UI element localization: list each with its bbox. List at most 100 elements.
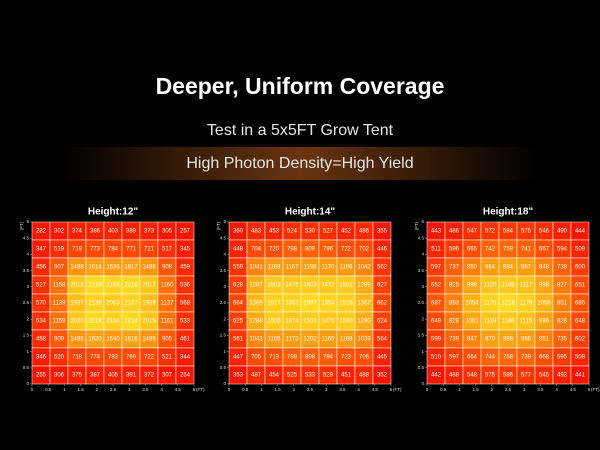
heat-cell bbox=[570, 365, 590, 385]
cell-value: 568 bbox=[180, 301, 191, 307]
cell-value: 1198 bbox=[304, 265, 318, 271]
cell-value: 575 bbox=[485, 373, 496, 379]
cell-value: 254 bbox=[180, 373, 191, 379]
cell-value: 742 bbox=[485, 247, 496, 253]
cell-value: 704 bbox=[251, 247, 262, 253]
cell-value: 625 bbox=[233, 319, 244, 325]
cell-value: 1056 bbox=[537, 301, 551, 307]
cell-value: 998 bbox=[539, 283, 550, 289]
cell-value: 784 bbox=[108, 247, 119, 253]
panel-title: Height:14" bbox=[285, 207, 336, 218]
y-tick-label: 1.5 bbox=[23, 333, 30, 338]
cell-value: 705 bbox=[251, 355, 262, 361]
cell-value: 2020 bbox=[70, 319, 84, 325]
x-tick-label: 3.5 bbox=[537, 387, 544, 392]
cell-value: 825 bbox=[449, 283, 460, 289]
cell-value: 1937 bbox=[70, 301, 84, 307]
cell-value: 575 bbox=[521, 229, 532, 235]
cell-value: 771 bbox=[126, 247, 137, 253]
cell-value: 2218 bbox=[88, 319, 102, 325]
x-tick-label: 0 bbox=[31, 387, 34, 392]
cell-value: 1474 bbox=[285, 319, 299, 325]
x-tick-label: 4 bbox=[555, 387, 558, 392]
x-tick-label: 2.5 bbox=[110, 387, 117, 392]
cell-value: 443 bbox=[431, 229, 442, 235]
cell-value: 2137 bbox=[124, 301, 138, 307]
cell-value: 662 bbox=[377, 301, 388, 307]
panel-title: Height:12" bbox=[88, 207, 139, 218]
cell-value: 1597 bbox=[303, 301, 317, 307]
cell-value: 759 bbox=[503, 247, 514, 253]
cell-value: 718 bbox=[72, 355, 83, 361]
cell-value: 533 bbox=[305, 373, 316, 379]
cell-value: 2166 bbox=[106, 283, 120, 289]
x-tick-label: 1 bbox=[63, 387, 66, 392]
cell-value: 1218 bbox=[501, 301, 515, 307]
x-axis-label: (FT) bbox=[393, 387, 402, 392]
cell-value: 1552 bbox=[285, 301, 299, 307]
cell-value: 1290 bbox=[357, 319, 371, 325]
y-tick-label: 0.5 bbox=[23, 365, 30, 370]
x-tick-label: 3 bbox=[325, 387, 328, 392]
y-tick-label: 2.5 bbox=[418, 300, 425, 305]
cell-value: 1540 bbox=[106, 337, 120, 343]
y-tick-label: 1 bbox=[223, 349, 226, 354]
cell-value: 545 bbox=[539, 373, 550, 379]
cell-value: 739 bbox=[521, 355, 532, 361]
y-tick-label: 5 bbox=[223, 219, 226, 224]
x-axis-label: (FT) bbox=[591, 387, 600, 392]
cell-value: 519 bbox=[54, 247, 65, 253]
cell-value: 847 bbox=[467, 337, 478, 343]
cell-value: 1001 bbox=[465, 319, 479, 325]
cell-value: 386 bbox=[90, 229, 101, 235]
x-tick-label: 4 bbox=[160, 387, 163, 392]
cell-value: 1616 bbox=[124, 337, 138, 343]
cell-value: 2216 bbox=[124, 283, 138, 289]
cell-value: 1472 bbox=[321, 283, 335, 289]
cell-value: 374 bbox=[72, 229, 83, 235]
cell-value: 1167 bbox=[286, 265, 300, 271]
y-tick-label: 0 bbox=[26, 381, 29, 386]
cell-value: 1161 bbox=[161, 319, 175, 325]
cell-value: 687 bbox=[431, 301, 442, 307]
cell-value: 524 bbox=[287, 229, 298, 235]
cell-value: 520 bbox=[54, 355, 65, 361]
x-tick-label: 3.5 bbox=[142, 387, 149, 392]
cell-value: 651 bbox=[575, 283, 586, 289]
cell-value: 302 bbox=[54, 229, 65, 235]
cell-value: 1169 bbox=[322, 337, 336, 343]
y-tick-label: 3.5 bbox=[23, 268, 30, 273]
cell-value: 572 bbox=[485, 229, 496, 235]
cell-value: 442 bbox=[431, 373, 442, 379]
y-tick-label: 5 bbox=[26, 219, 29, 224]
cell-value: 403 bbox=[108, 229, 119, 235]
y-tick-label: 4.5 bbox=[23, 235, 30, 240]
cell-value: 345 bbox=[180, 247, 191, 253]
cell-value: 909 bbox=[54, 337, 65, 343]
cell-value: 282 bbox=[36, 229, 47, 235]
cell-value: 702 bbox=[359, 247, 370, 253]
cell-value: 525 bbox=[287, 373, 298, 379]
cell-value: 1042 bbox=[357, 265, 371, 271]
cell-value: 456 bbox=[36, 265, 47, 271]
cell-value: 1500 bbox=[339, 319, 353, 325]
cell-value: 2214 bbox=[124, 319, 138, 325]
cell-value: 305 bbox=[162, 229, 173, 235]
cell-value: 547 bbox=[467, 229, 478, 235]
cell-value: 352 bbox=[377, 373, 388, 379]
cell-value: 1119 bbox=[484, 319, 497, 325]
cell-value: 828 bbox=[557, 319, 568, 325]
cell-value: 744 bbox=[485, 355, 496, 361]
cell-value: 488 bbox=[449, 373, 460, 379]
cell-value: 2018 bbox=[70, 283, 84, 289]
cell-value: 1289 bbox=[357, 283, 371, 289]
x-tick-label: 3 bbox=[523, 387, 526, 392]
cell-value: 445 bbox=[377, 355, 388, 361]
cell-value: 2135 bbox=[88, 301, 102, 307]
cell-value: 783 bbox=[108, 355, 119, 361]
x-tick-label: 4.5 bbox=[372, 387, 379, 392]
y-axis-label: (FT) bbox=[216, 221, 221, 230]
x-tick-label: 2.5 bbox=[307, 387, 314, 392]
cell-value: 446 bbox=[377, 247, 388, 253]
